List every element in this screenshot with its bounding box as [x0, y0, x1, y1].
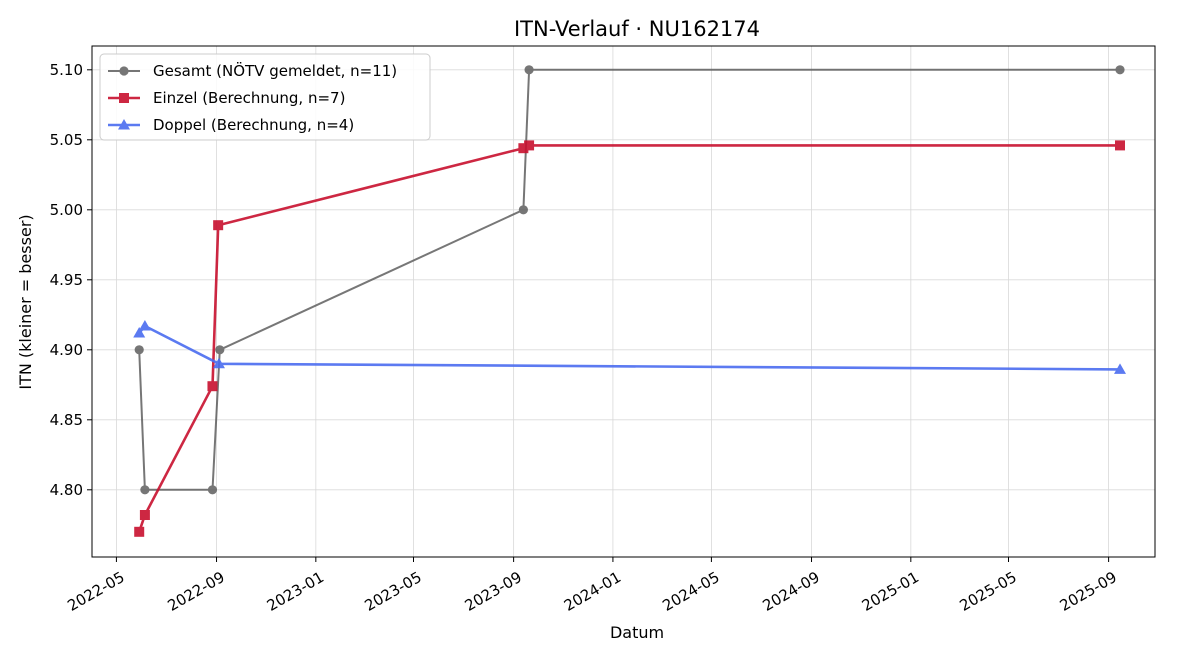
x-tick-label: 2022-09	[164, 568, 227, 615]
data-point	[524, 65, 534, 75]
x-tick-label: 2023-05	[361, 568, 424, 615]
data-point	[207, 485, 218, 495]
chart-title: ITN-Verlauf · NU162174	[514, 17, 760, 41]
y-tick-label: 5.05	[50, 131, 83, 149]
x-axis: 2022-05 2022-09 2023-01 2023-05 2023-09 2024-…	[64, 557, 1120, 615]
x-tick-label: 2025-09	[1057, 568, 1120, 615]
series-line	[137, 144, 1120, 533]
y-tick-label: 5.00	[50, 201, 83, 219]
legend-label: Gesamt (NÖTV gemeldet, n=11)	[153, 61, 397, 80]
data-point	[1114, 363, 1127, 374]
data-point	[1115, 140, 1126, 151]
legend-label: Einzel (Berechnung, n=7)	[153, 89, 345, 107]
series-layer	[133, 65, 1127, 537]
x-axis-label: Datum	[610, 623, 664, 642]
legend-marker	[119, 66, 129, 76]
series-line	[138, 324, 1121, 371]
series-3	[133, 320, 1127, 374]
x-tick-label: 2022-05	[64, 568, 127, 615]
data-point	[524, 140, 535, 151]
legend: Gesamt (NÖTV gemeldet, n=11) Einzel (Bere…	[99, 53, 431, 141]
data-point	[138, 320, 151, 331]
data-point	[207, 381, 218, 392]
x-tick-label: 2025-01	[859, 568, 922, 615]
x-tick-label: 2023-01	[264, 568, 327, 615]
data-point	[1115, 65, 1125, 75]
data-point	[139, 510, 150, 520]
y-tick-label: 4.80	[50, 481, 83, 499]
data-point	[215, 345, 225, 355]
legend-label: Doppel (Berechnung, n=4)	[153, 116, 354, 134]
legend-marker	[119, 93, 129, 103]
series-1	[134, 65, 1125, 495]
x-tick-label: 2024-05	[659, 568, 722, 615]
data-point	[212, 357, 225, 369]
legend-box	[99, 53, 431, 141]
data-point	[518, 205, 528, 215]
y-tick-label: 5.10	[50, 61, 83, 79]
legend-entry	[108, 119, 140, 130]
y-tick-label: 4.85	[50, 411, 83, 429]
data-point	[133, 327, 146, 338]
x-tick-label: 2025-05	[956, 568, 1019, 615]
y-axis-label: ITN (kleiner = besser)	[16, 214, 35, 389]
plot-area-frame	[91, 45, 1156, 558]
legend-entry	[108, 93, 140, 103]
y-tick-label: 4.95	[50, 271, 83, 289]
data-point	[518, 143, 529, 154]
y-tick-label: 4.90	[50, 341, 83, 359]
x-tick-label: 2024-01	[561, 568, 624, 615]
x-tick-label: 2024-09	[759, 568, 822, 615]
x-tick-label: 2023-09	[462, 568, 525, 615]
data-point	[134, 345, 144, 355]
legend-marker	[118, 119, 130, 130]
data-point	[134, 526, 145, 537]
series-2	[134, 140, 1126, 537]
legend-entry	[108, 66, 140, 76]
data-point	[140, 485, 150, 495]
y-axis: 4.80 4.85 4.90 4.95 5.00 5.05 5.10	[50, 61, 92, 499]
data-point	[213, 220, 224, 231]
